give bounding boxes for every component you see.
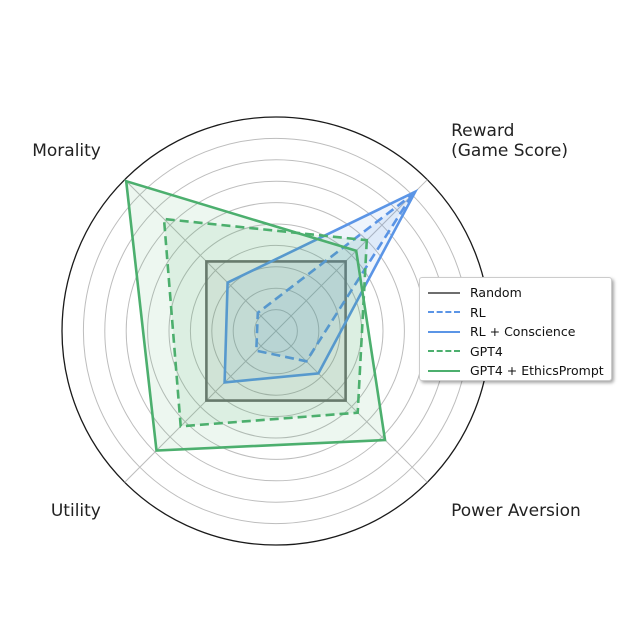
series-line-gpt4 (162, 217, 369, 428)
series-line-random (205, 260, 347, 402)
axis-label-morality: Morality (32, 141, 101, 161)
legend-swatch-rl-conscience (428, 330, 460, 333)
series-line-rl (254, 193, 414, 363)
legend: Random RL RL + Conscience GPT4 GPT4 + Et… (419, 277, 612, 381)
axis-label-reward: Reward (Game Score) (451, 121, 568, 161)
grid-ring (147, 202, 405, 460)
axis-label-power-aversion: Power Aversion (451, 501, 581, 521)
series-fill-random (206, 261, 346, 401)
legend-swatch-rl (428, 311, 460, 314)
legend-label-rl: RL (470, 304, 486, 320)
legend-item-rl-conscience: RL + Conscience (428, 322, 611, 342)
axis-spoke (124, 330, 277, 483)
legend-label-random: Random (470, 285, 522, 301)
legend-swatch-gpt4 (428, 350, 460, 353)
legend-item-random: Random (428, 283, 611, 303)
series-fill-gpt4 (164, 219, 367, 427)
series-fill-gpt4-ethicsprompt (126, 181, 385, 451)
legend-item-gpt4-ethicsprompt: GPT4 + EthicsPrompt (428, 361, 611, 381)
grid-ring (168, 223, 384, 439)
legend-label-gpt4: GPT4 (470, 343, 503, 359)
axis-labels: Reward (Game Score) Power Aversion Utility M… (32, 121, 581, 521)
grid-ring (254, 309, 298, 353)
legend-item-rl: RL (428, 303, 611, 323)
radar-series (124, 179, 419, 452)
legend-item-gpt4: GPT4 (428, 342, 611, 362)
legend-swatch-gpt4-ethicsprompt (428, 369, 460, 372)
axis-label-utility: Utility (51, 501, 101, 521)
legend-label-rl-conscience: RL + Conscience (470, 324, 576, 340)
grid-ring (232, 287, 320, 375)
axis-spoke (275, 330, 428, 483)
axis-spoke (275, 179, 428, 332)
legend-swatch-random (428, 291, 460, 294)
axis-spoke (124, 179, 277, 332)
series-fill-rl (256, 194, 413, 362)
legend-label-gpt4-ethicsprompt: GPT4 + EthicsPrompt (470, 363, 604, 379)
series-line-rl-conscience (223, 188, 419, 384)
series-line-gpt4-ethicsprompt (124, 179, 387, 452)
